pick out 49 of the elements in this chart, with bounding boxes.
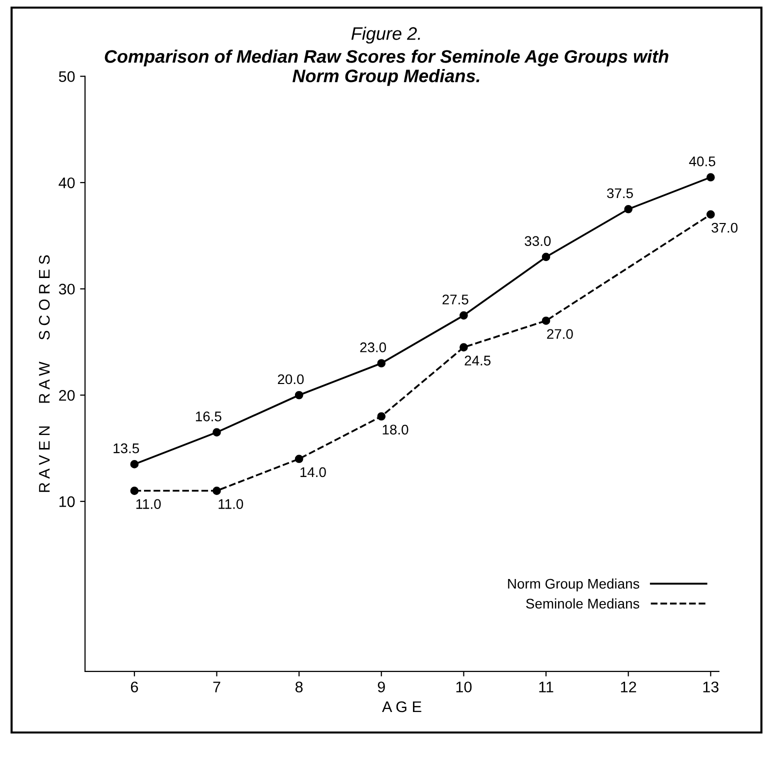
y-axis-title: R A V E N R A W S C O R E S [38,255,50,492]
point [212,486,221,495]
y-tick-label: 40 [58,177,75,188]
point [294,390,304,400]
data-label: 27.5 [442,294,468,304]
data-label: 24.5 [464,356,491,366]
y-tick-label: 30 [58,284,75,295]
data-label: 27.0 [547,329,573,339]
data-label: 11.0 [136,499,161,509]
data-label: 33.0 [524,236,551,246]
point [212,428,221,436]
point [460,311,468,320]
data-label: 40.5 [689,156,716,166]
point [706,173,715,182]
point [377,412,386,421]
data-label: 18.0 [382,424,408,435]
legend-label: Seminole Medians [526,598,640,609]
x-axis-title: A G E [382,701,422,712]
data-label: 11.0 [218,499,244,509]
data-label: 23.0 [360,342,386,352]
x-tick-label: 10 [456,682,472,692]
point [542,252,550,262]
data-label: 20.0 [278,374,304,384]
chart-subtitle: Comparison of Median Raw Scores for Seminole Age Groups with Norm Group Medians. [104,50,668,86]
y-tick-label: 50 [58,71,75,82]
y-tick-label: 20 [59,390,75,401]
point [460,343,468,352]
y-tick-label: 10 [59,496,75,508]
x-tick-label: 7 [213,682,220,692]
chart-title: Figure 2. [351,26,420,44]
point [377,359,386,368]
point [130,486,139,495]
point [542,316,550,325]
data-label: 37.0 [712,222,738,233]
x-tick-label: 12 [621,682,636,692]
point [130,460,139,468]
data-label: 13.5 [114,443,140,454]
x-tick-label: 11 [539,682,554,692]
x-tick-label: 9 [378,682,385,692]
point [294,454,304,464]
legend-label: Norm Group Medians [508,578,640,592]
x-tick-label: 13 [703,682,718,692]
point [706,210,715,219]
data-label: 16.5 [196,412,222,422]
data-label: 14.0 [300,467,326,478]
x-tick-label: 6 [130,682,138,692]
point [624,204,633,214]
x-tick-label: 8 [295,682,303,692]
data-label: 37.5 [607,188,633,198]
